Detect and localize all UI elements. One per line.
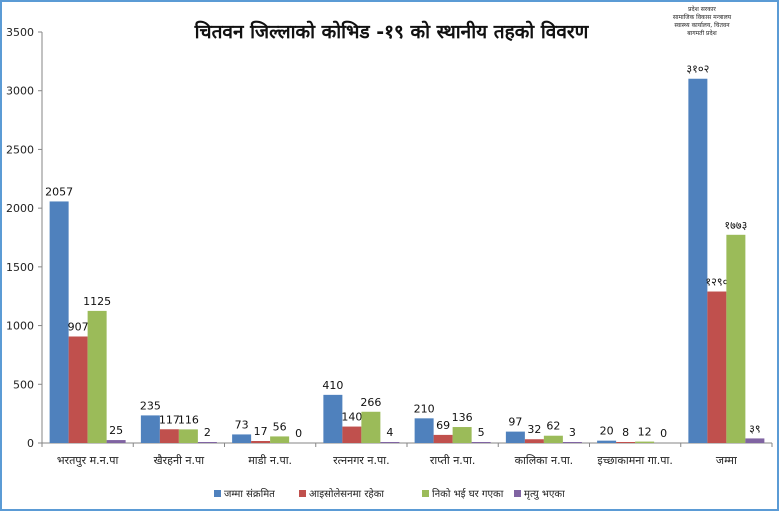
legend-label: आइसोलेसनमा रहेका (309, 488, 384, 500)
y-tick-label: 2500 (6, 143, 34, 156)
chart-title: चितवन जिल्लाको कोभिड -१९ को स्थानीय तहको… (194, 21, 589, 43)
data-label: 210 (414, 402, 435, 415)
data-label: 136 (452, 411, 473, 424)
bar (140, 415, 160, 443)
bar (361, 411, 381, 443)
data-label: 235 (140, 399, 161, 412)
bar (433, 434, 453, 443)
data-label: 116 (178, 413, 199, 426)
x-tick-label: माडी न.पा. (248, 454, 292, 467)
bar (726, 234, 746, 443)
data-label: ३१०२ (686, 63, 709, 76)
x-tick-label: इच्छाकामना गा.पा. (597, 454, 672, 467)
bar (616, 442, 636, 443)
y-tick-label: 3000 (6, 85, 34, 98)
data-label: 410 (322, 379, 343, 392)
y-tick-label: 1500 (6, 261, 34, 274)
bar (452, 427, 472, 443)
bar (342, 426, 362, 443)
data-label: 73 (235, 418, 249, 431)
y-tick-label: 2000 (6, 202, 34, 215)
bar (380, 442, 400, 443)
x-tick-label: कालिका न.पा. (515, 454, 574, 467)
y-tick-label: 0 (27, 437, 34, 450)
bar (688, 78, 708, 443)
legend-label: जम्मा संक्रमित (224, 488, 275, 500)
bar (197, 442, 217, 443)
bar (68, 336, 88, 443)
data-label: 266 (360, 396, 381, 409)
bar (178, 429, 198, 443)
x-tick-label: रत्ननगर न.पा. (333, 454, 389, 467)
data-label: 20 (600, 425, 614, 438)
bar (597, 440, 617, 443)
org-line: बागमती प्रदेश (687, 30, 717, 37)
bar (251, 441, 271, 443)
data-label: 32 (527, 423, 541, 436)
data-label: 1125 (83, 295, 111, 308)
bar (745, 438, 765, 443)
x-tick-label: राप्ती न.पा. (430, 454, 476, 467)
x-tick-label: भरतपुर म.न.पा (57, 454, 119, 467)
organization-stamp: प्रदेश सरकार सामाजिक विकास मन्त्रालय स्व… (657, 6, 747, 38)
data-label: 62 (546, 420, 560, 433)
bar (505, 431, 525, 443)
data-label: 2 (204, 426, 211, 439)
y-tick-label: 1000 (6, 320, 34, 333)
bar (106, 440, 126, 443)
data-label: १२९० (705, 276, 728, 289)
data-label: 97 (508, 416, 522, 429)
data-label: 4 (386, 426, 393, 439)
data-label: 8 (622, 426, 629, 439)
data-label: 0 (295, 427, 302, 440)
bar (635, 441, 655, 443)
data-label: 17 (254, 425, 268, 438)
bar (543, 435, 563, 443)
y-tick-label: 500 (13, 378, 34, 391)
bar (524, 439, 544, 443)
data-label: 907 (68, 320, 89, 333)
bar (471, 442, 491, 443)
data-label: 56 (273, 420, 287, 433)
bar (323, 394, 343, 443)
bar (270, 436, 290, 443)
legend-swatch (422, 490, 429, 497)
x-tick-label: खैरहनी न.पा (154, 454, 205, 467)
data-label: 140 (341, 411, 362, 424)
bar (87, 310, 107, 443)
data-label: १७७३ (724, 219, 747, 232)
bar (707, 291, 727, 443)
bar (562, 442, 582, 443)
legend-swatch (514, 490, 521, 497)
data-label: ३९ (749, 422, 760, 435)
data-label: 69 (436, 419, 450, 432)
data-label: 5 (478, 426, 485, 439)
data-label: 3 (569, 426, 576, 439)
x-tick-label: जम्मा (716, 454, 737, 467)
bar (49, 201, 69, 443)
bar (159, 429, 179, 443)
data-label: 12 (638, 426, 652, 439)
legend-label: निको भई घर गएका (432, 488, 504, 500)
data-label: 0 (660, 427, 667, 440)
bar (414, 418, 434, 443)
org-line: सामाजिक विकास मन्त्रालय (672, 14, 732, 21)
data-label: 117 (159, 413, 180, 426)
legend-swatch (214, 490, 221, 497)
org-line: प्रदेश सरकार (688, 6, 716, 13)
org-line: स्वास्थ्य कार्यालय, चितवन (674, 22, 730, 29)
legend-label: मृत्यु भएका (524, 489, 565, 500)
bar (232, 434, 252, 443)
data-label: 2057 (45, 185, 73, 198)
legend-swatch (299, 490, 306, 497)
y-tick-label: 3500 (6, 26, 34, 39)
data-label: 25 (109, 424, 123, 437)
